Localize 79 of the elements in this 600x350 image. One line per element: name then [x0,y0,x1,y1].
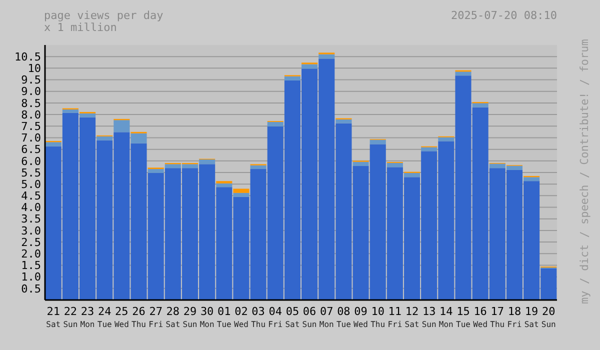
y-tick-label: 3.0 [21,224,41,238]
bar [267,122,284,126]
x-tick-label: 03 Thu [251,305,266,329]
x-tick-label: 04 Fri [268,305,283,329]
y-tick-label: 5.5 [21,166,41,180]
x-tick-label: 14 Mon [438,305,454,329]
x-tick-label: 02 Wed [234,305,249,329]
x-tick-label: 12 Sat [404,305,420,329]
y-tick-label: 6.0 [21,154,41,168]
x-tick-label: 25 Wed [114,305,130,329]
bar [318,54,335,59]
x-tick-label: 15 Tue [456,305,471,329]
x-tick-label: 28 Sat [166,305,180,329]
y-tick-label: 1.0 [21,270,41,284]
y-tick-label: 8.0 [21,108,41,122]
y-tick-label: 7.0 [21,132,41,145]
bar [284,76,300,80]
bar [336,119,352,124]
bar [421,147,438,152]
bar [352,162,369,166]
bar [114,120,130,132]
x-tick-label: 01 Tue [216,305,232,329]
y-tick-label: 9.5 [21,74,41,87]
bar [130,133,147,144]
bar [80,113,96,118]
x-tick-label: 20 Sun [541,305,556,329]
x-tick-label: 16 Wed [473,305,488,329]
bar [472,103,488,108]
text: 2025-07-20 08:10 [451,9,557,22]
y-tick-label: 4.5 [21,190,41,203]
chart-title: page views per day [44,9,164,22]
y-tick-label: 10 [28,62,41,76]
x-tick-label: 08 Tue [336,305,352,329]
y-tick-label: 2.0 [21,247,41,260]
y-tick-label: 0.5 [21,282,41,296]
y-tick-label: 4.0 [21,201,41,214]
bar [455,72,472,76]
bar [199,160,216,164]
x-tick-label: 21 Sat [46,305,61,329]
y-tick-label: 5.0 [21,178,41,191]
bar [233,192,250,197]
x-tick-label: 27 Fri [148,305,164,329]
bar [96,136,113,140]
chart-subtitle: x 1 million [44,21,117,34]
y-tick-label: 8.5 [21,96,41,110]
y-tick-label: 7.5 [21,120,41,133]
x-tick-label: 23 Mon [80,305,95,329]
bar [250,165,266,170]
bar [302,64,318,69]
x-tick-label: 26 Thu [132,305,146,329]
bar [45,142,62,146]
y-tick-label: 9.0 [21,85,41,98]
x-tick-label: 11 Fri [388,305,402,329]
y-tick-label: 2.5 [21,236,41,249]
x-tick-label: 24 Tue [97,305,112,329]
x-tick-label: 30 Mon [200,305,214,329]
y-tick-label: 10.5 [14,50,41,64]
x-tick-label: 07 Mon [319,305,334,329]
x-tick-label: 10 Thu [370,305,386,329]
bar [386,162,403,168]
bar [62,109,78,113]
x-tick-label: 17 Thu [490,305,505,329]
bar [404,172,420,178]
x-tick-label: 06 Sun [302,305,317,329]
x-tick-label: 18 Fri [507,305,522,329]
x-tick-label: 05 Sat [285,305,300,329]
bar [370,140,386,144]
y-tick-label: 3.5 [21,212,41,226]
x-tick-label: 13 Sun [422,305,436,329]
x-tick-label: 22 Sun [63,305,78,329]
bar [148,169,164,173]
bar [233,188,250,193]
bar [216,183,232,188]
x-tick-label: 09 Wed [354,305,368,329]
x-tick-label: 29 Sun [182,305,198,329]
bar [524,177,540,182]
y-tick-label: 1.5 [21,259,41,272]
y-tick-label: 6.5 [21,143,41,156]
x-tick-label: 19 Sat [524,305,539,329]
